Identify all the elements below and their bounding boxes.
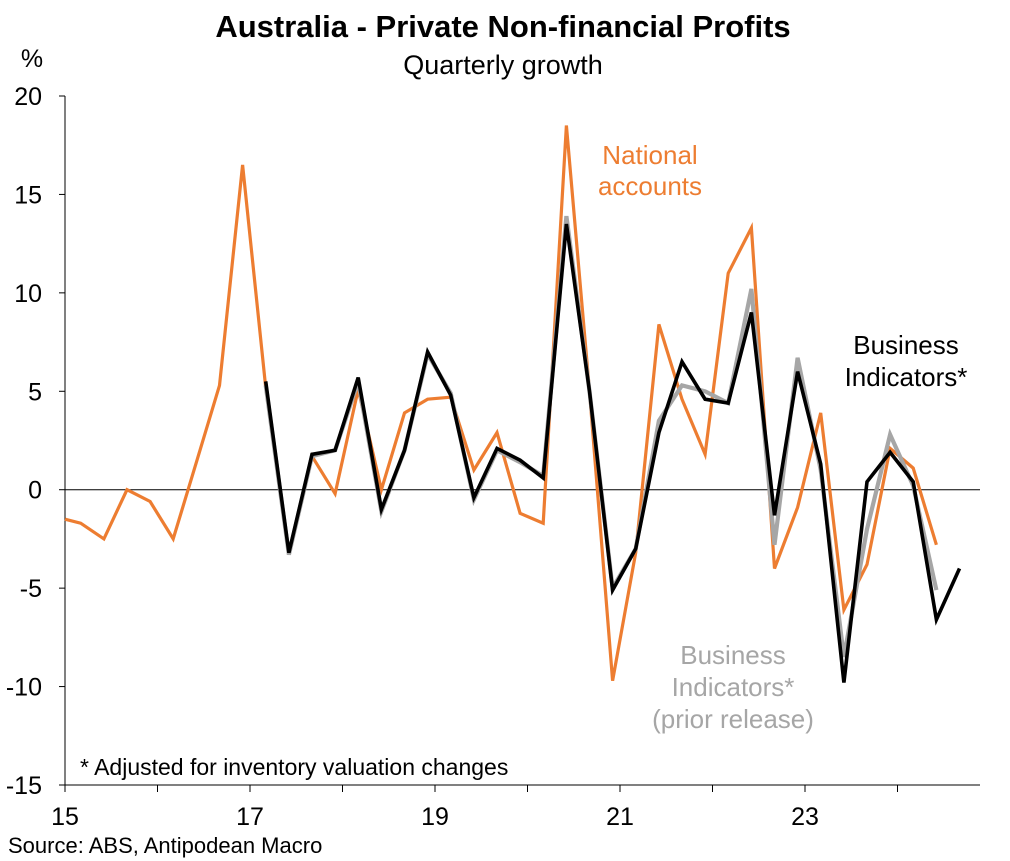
y-tick-label: -5 <box>20 575 42 603</box>
annotation-business-indicators: Business Indicators* <box>845 330 968 392</box>
annotation-national-accounts: National accounts <box>598 140 702 201</box>
x-tick-label: 15 <box>51 803 79 831</box>
series-business-indicators-line <box>263 223 962 683</box>
chart-title: Australia - Private Non-financial Profit… <box>215 9 790 44</box>
annotation-national-accounts-line1: National <box>602 140 697 170</box>
annotation-prior-release: Business Indicators* (prior release) <box>652 640 814 734</box>
y-tick-label: 10 <box>14 280 42 308</box>
y-axis-ticks: -15 -10 -5 0 5 10 15 20 <box>6 83 65 800</box>
y-tick-label: 20 <box>14 83 42 111</box>
annotation-business-indicators-line2: Indicators* <box>845 362 968 392</box>
x-tick-label: 23 <box>791 803 819 831</box>
x-tick-label: 21 <box>606 803 634 831</box>
x-tick-label: 17 <box>236 803 264 831</box>
y-tick-label: -15 <box>6 772 42 800</box>
annotation-national-accounts-line2: accounts <box>598 171 702 201</box>
annotation-prior-release-line3: (prior release) <box>652 704 814 734</box>
y-tick-label: 15 <box>14 181 42 209</box>
series-lines <box>64 125 962 683</box>
y-tick-label: -10 <box>6 674 42 702</box>
y-tick-label: 0 <box>28 477 42 505</box>
footnote: * Adjusted for inventory valuation chang… <box>80 754 508 780</box>
x-axis-ticks: 15 17 19 21 23 <box>51 785 898 831</box>
y-tick-label: 5 <box>28 378 42 406</box>
source-note: Source: ABS, Antipodean Macro <box>8 833 322 858</box>
annotation-business-indicators-line1: Business <box>853 330 959 360</box>
annotation-prior-release-line1: Business <box>680 640 786 670</box>
x-tick-label: 19 <box>421 803 449 831</box>
annotation-prior-release-line2: Indicators* <box>672 672 795 702</box>
chart-subtitle: Quarterly growth <box>403 50 603 80</box>
y-axis-unit-label: % <box>21 45 43 73</box>
